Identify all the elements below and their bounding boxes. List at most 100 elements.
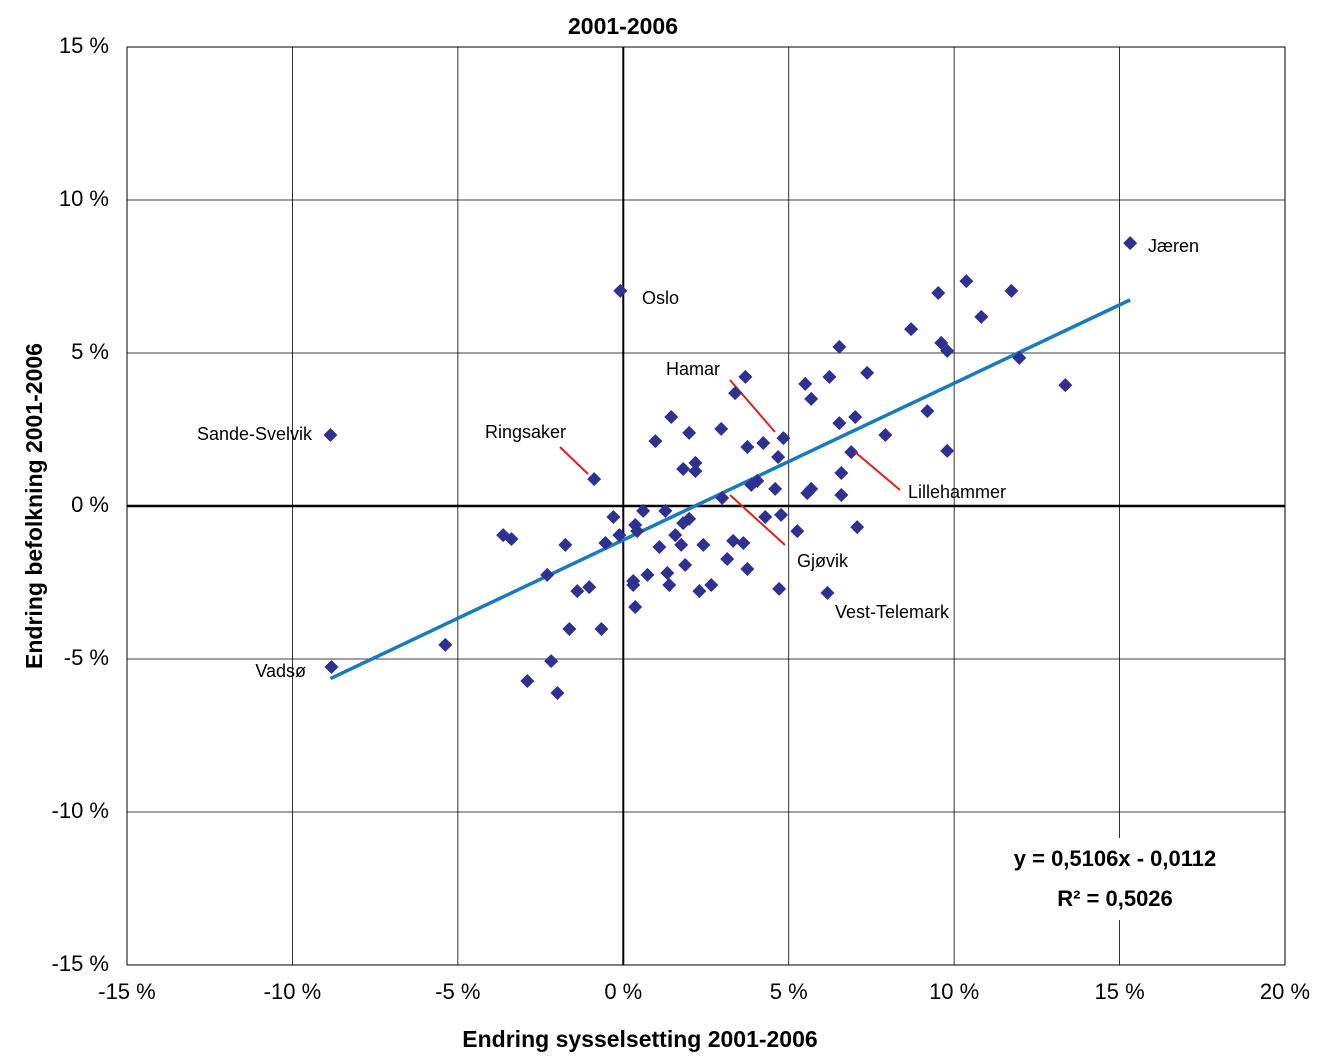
data-point [676,461,691,476]
data-point [774,507,789,522]
data-point [738,369,753,384]
x-tick-label: -10 % [264,979,321,1004]
data-point [594,622,609,637]
data-point [640,567,655,582]
y-tick-label: -10 % [52,798,109,823]
data-point [658,503,673,518]
data-point [974,309,989,324]
data-point [832,339,847,354]
data-point [804,391,819,406]
data-point [726,533,741,548]
data-point [630,524,645,539]
data-point [520,674,535,689]
data-point [613,283,628,298]
point-label: Sande-Svelvik [197,424,313,444]
trendline [329,298,1131,681]
y-tick-label: -15 % [52,951,109,976]
data-point [550,685,565,700]
y-tick-label: 15 % [59,33,109,58]
data-point [544,654,559,669]
x-tick-label: 5 % [770,979,808,1004]
data-point [834,465,849,480]
data-point [562,622,577,637]
data-point [606,510,621,525]
leader-line [559,446,589,475]
data-point [940,343,955,358]
data-point [744,477,759,492]
plot-frame [126,46,1286,966]
y-tick-label: 10 % [59,186,109,211]
data-point [660,566,675,581]
data-point [959,274,974,289]
data-point [626,577,641,592]
data-point [798,376,813,391]
point-label: Lillehammer [908,482,1006,502]
data-point [776,431,791,446]
annotation: y = 0,5106x - 0,0112 [1014,846,1216,871]
data-point [676,516,691,531]
x-tick-label: -15 % [98,979,155,1004]
x-tick-label: 10 % [929,979,979,1004]
data-point [800,486,815,501]
x-tick-label: 0 % [604,979,642,1004]
point-label: Ringsaker [485,422,566,442]
data-point [790,524,805,539]
x-tick-label: 20 % [1260,979,1310,1004]
data-point [848,409,863,424]
point-label: Oslo [642,288,679,308]
data-point [688,455,703,470]
data-point [844,445,859,460]
data-point [878,428,893,443]
data-point [682,425,697,440]
point-label: Jæren [1148,236,1199,256]
data-point [736,536,751,551]
x-tick-label: 15 % [1094,979,1144,1004]
data-point [628,599,643,614]
data-point [668,528,683,543]
data-point [674,537,689,552]
data-point [692,584,707,599]
data-point [688,464,703,479]
data-point [678,558,693,573]
data-point [822,369,837,384]
data-point [920,404,935,419]
x-axis-title: Endring sysselsetting 2001-2006 [462,1026,817,1052]
data-point [582,580,597,595]
x-tick-label: -5 % [435,979,480,1004]
leader-line [729,494,786,546]
data-point [832,416,847,431]
data-point [612,528,627,543]
data-point [1004,283,1019,298]
annotation: R² = 0,5026 [1057,886,1173,911]
data-point [740,562,755,577]
data-point [728,386,743,401]
data-point [696,537,711,552]
chart-title: 2001-2006 [568,13,678,39]
data-point [834,487,849,502]
data-point [438,637,453,652]
data-point [714,421,729,436]
data-point [540,567,555,582]
point-label: Vest-Telemark [835,602,950,622]
data-point [664,409,679,424]
leader-line [854,451,901,491]
data-point [904,322,919,337]
data-point [772,581,787,596]
data-point [323,428,338,443]
data-point [598,536,613,551]
data-point [940,443,955,458]
data-point [587,472,602,487]
data-point [652,540,667,555]
data-point [1058,378,1073,393]
data-point [704,577,719,592]
data-point [740,439,755,454]
data-point [636,503,651,518]
annotation-bg [970,838,1260,920]
data-point [758,510,773,525]
point-label: Vadsø [255,661,306,681]
data-point [1012,350,1027,365]
data-point [850,520,865,535]
y-tick-label: 0 % [71,492,109,517]
data-point [860,365,875,380]
point-label: Gjøvik [797,551,849,571]
